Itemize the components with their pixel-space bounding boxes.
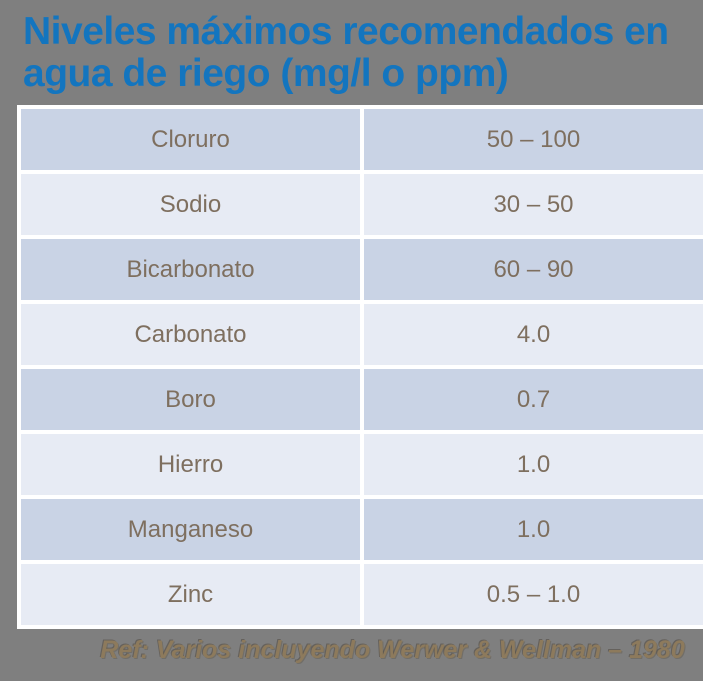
table-row: Zinc 0.5 – 1.0 <box>21 564 703 625</box>
table-row: Carbonato 4.0 <box>21 304 703 365</box>
page-title: Niveles máximos recomendados en agua de r… <box>23 11 693 95</box>
value-cell: 1.0 <box>364 434 703 495</box>
table-row: Manganeso 1.0 <box>21 499 703 560</box>
title-line-2: agua de riego (mg/l o ppm) <box>23 52 509 95</box>
parameter-cell: Bicarbonato <box>21 239 360 300</box>
value-cell: 50 – 100 <box>364 109 703 170</box>
parameter-cell: Zinc <box>21 564 360 625</box>
levels-table: Cloruro 50 – 100 Sodio 30 – 50 Bicarbona… <box>17 105 703 629</box>
reference-note: Ref: Varios incluyendo Werwer & Wellman … <box>100 636 685 664</box>
table-row: Bicarbonato 60 – 90 <box>21 239 703 300</box>
value-cell: 0.7 <box>364 369 703 430</box>
value-cell: 1.0 <box>364 499 703 560</box>
value-cell: 60 – 90 <box>364 239 703 300</box>
value-cell: 0.5 – 1.0 <box>364 564 703 625</box>
parameter-cell: Sodio <box>21 174 360 235</box>
parameter-cell: Hierro <box>21 434 360 495</box>
table-row: Cloruro 50 – 100 <box>21 109 703 170</box>
parameter-cell: Manganeso <box>21 499 360 560</box>
parameter-cell: Carbonato <box>21 304 360 365</box>
table-row: Boro 0.7 <box>21 369 703 430</box>
value-cell: 30 – 50 <box>364 174 703 235</box>
title-line-1: Niveles máximos recomendados en <box>23 10 669 53</box>
table-row: Hierro 1.0 <box>21 434 703 495</box>
parameter-cell: Cloruro <box>21 109 360 170</box>
parameter-cell: Boro <box>21 369 360 430</box>
value-cell: 4.0 <box>364 304 703 365</box>
table-row: Sodio 30 – 50 <box>21 174 703 235</box>
